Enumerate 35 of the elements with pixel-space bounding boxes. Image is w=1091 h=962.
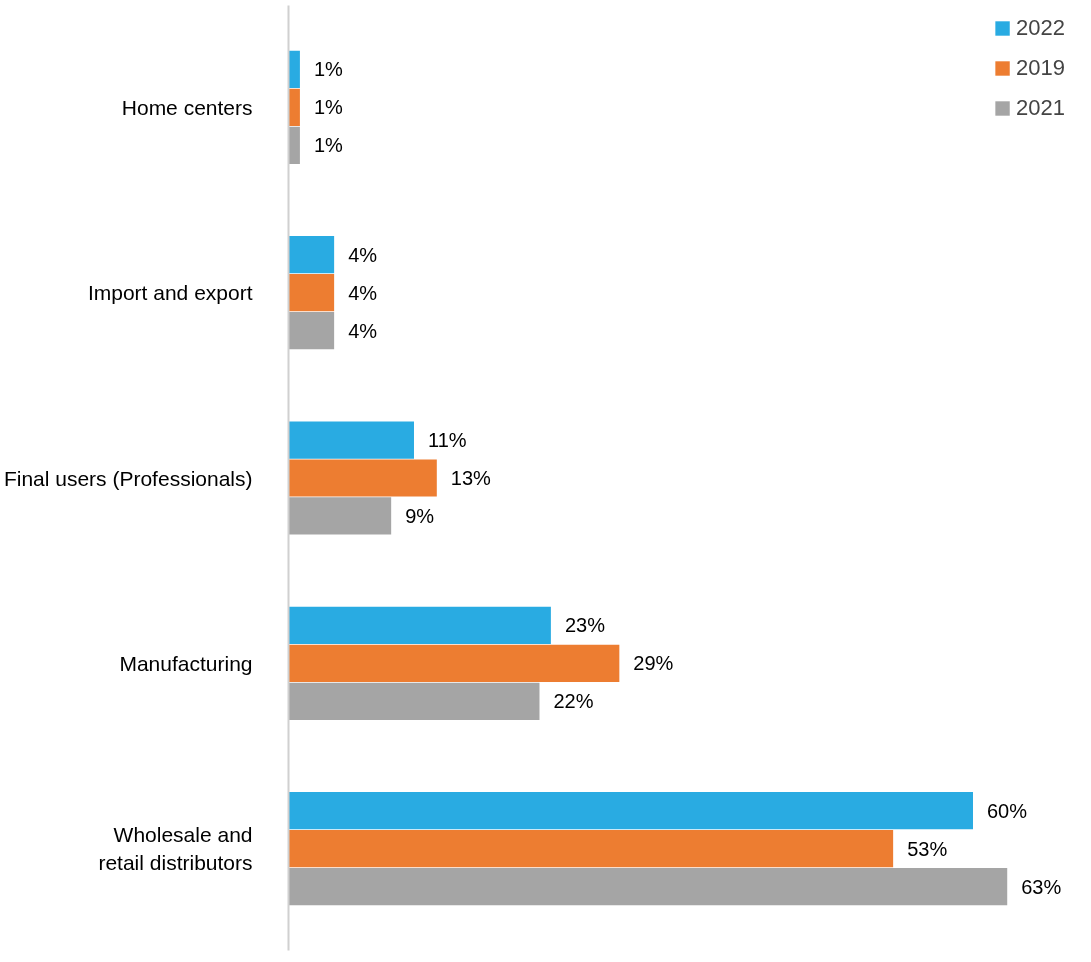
bar [288,867,1008,906]
y-tick-label: Final users (Professionals) [3,466,253,490]
data-label: 60% [987,799,1028,822]
data-label: 4% [348,319,378,342]
y-tick-label: Import and export [87,281,253,305]
y-tick-label: Wholesale and retail distributors [98,823,253,874]
legend-label: 2021 [1016,95,1065,121]
data-label: 13% [450,467,492,489]
data-label: 1% [313,134,344,157]
data-label: 23% [564,614,606,637]
legend-label: 2019 [1016,55,1065,81]
data-label: 1% [313,58,344,81]
bar [288,421,414,459]
data-label: 9% [405,504,435,527]
bar [288,236,335,274]
data-label: 1% [313,96,344,119]
legend-label: 2022 [1016,15,1065,41]
data-label: 29% [633,652,674,675]
bar [288,274,335,312]
bar [288,644,620,682]
data-label: 4% [348,281,378,304]
data-label: 11% [427,429,467,452]
bar [288,791,973,830]
y-tick-label: Home centers [121,95,253,119]
data-label: 63% [1021,875,1062,898]
bar [288,497,392,535]
bar [288,312,335,350]
data-label: 22% [553,690,594,713]
bar [288,459,437,497]
data-label: 53% [907,837,948,860]
y-tick-label: Manufacturing [119,651,253,675]
bar [288,682,540,720]
data-label: 4% [348,243,378,266]
bar [288,829,894,868]
bar [288,606,551,644]
